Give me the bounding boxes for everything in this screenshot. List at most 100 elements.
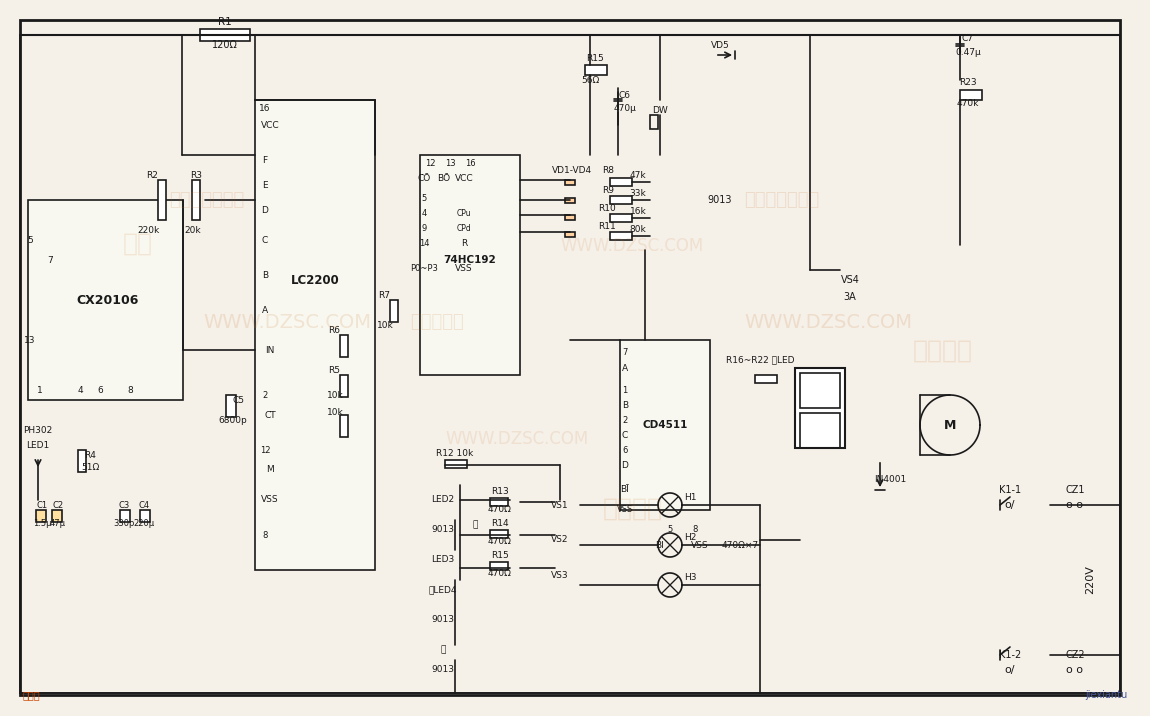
Text: B̄Ī: B̄Ī xyxy=(621,485,629,495)
Text: H2: H2 xyxy=(684,533,696,541)
Text: BI: BI xyxy=(656,541,665,549)
Text: LC2200: LC2200 xyxy=(291,274,339,286)
Bar xyxy=(565,232,575,237)
Text: 80k: 80k xyxy=(629,225,646,233)
Text: 120Ω: 120Ω xyxy=(212,40,238,50)
Text: 1: 1 xyxy=(622,385,628,395)
Text: CT: CT xyxy=(264,410,276,420)
Text: C2: C2 xyxy=(53,500,63,510)
Text: LED2: LED2 xyxy=(431,495,454,505)
Text: D: D xyxy=(261,205,268,215)
Text: A: A xyxy=(622,364,628,372)
Text: 220V: 220V xyxy=(1084,566,1095,594)
Text: 13: 13 xyxy=(24,336,36,344)
Bar xyxy=(565,215,575,220)
Bar xyxy=(800,373,840,408)
Text: 1.5μ: 1.5μ xyxy=(32,520,52,528)
Text: 16: 16 xyxy=(259,104,270,112)
Bar xyxy=(800,413,840,448)
Text: o/: o/ xyxy=(1005,665,1015,675)
Text: R: R xyxy=(461,238,467,248)
Text: R13: R13 xyxy=(491,486,508,495)
Text: DW: DW xyxy=(652,105,668,115)
Text: IN4001: IN4001 xyxy=(874,475,906,485)
Text: VS2: VS2 xyxy=(551,536,569,544)
Text: 47μ: 47μ xyxy=(49,520,66,528)
Text: jiexiantu: jiexiantu xyxy=(1084,690,1127,700)
Text: VS1: VS1 xyxy=(551,500,569,510)
Text: 0.47μ: 0.47μ xyxy=(956,47,981,57)
Text: R15: R15 xyxy=(491,551,508,559)
Bar xyxy=(490,562,508,570)
Text: LED3: LED3 xyxy=(431,556,454,564)
Bar xyxy=(795,368,845,448)
Bar xyxy=(610,232,632,240)
Text: 3A: 3A xyxy=(844,292,857,302)
Bar xyxy=(158,180,166,220)
Text: 10k: 10k xyxy=(327,407,344,417)
Text: 维库电子: 维库电子 xyxy=(603,496,662,521)
Text: 9013: 9013 xyxy=(431,665,454,674)
Text: R11: R11 xyxy=(598,221,616,231)
Text: R15: R15 xyxy=(586,54,604,62)
Text: CZ1: CZ1 xyxy=(1065,485,1084,495)
Text: VD1-VD4: VD1-VD4 xyxy=(552,165,592,175)
Bar xyxy=(565,180,575,185)
Text: 56Ω: 56Ω xyxy=(581,75,599,84)
Text: 8: 8 xyxy=(128,385,133,395)
Text: 8: 8 xyxy=(262,531,268,539)
Bar xyxy=(192,180,200,220)
Text: 维库电子: 维库电子 xyxy=(913,339,973,363)
Text: 16k: 16k xyxy=(629,206,646,216)
Text: 6: 6 xyxy=(97,385,102,395)
Text: 维库: 维库 xyxy=(123,231,153,256)
Text: VCC: VCC xyxy=(261,120,279,130)
Text: C5: C5 xyxy=(232,395,244,405)
Text: VSS: VSS xyxy=(455,263,473,273)
Text: R7: R7 xyxy=(378,291,390,299)
Text: 47k: 47k xyxy=(630,170,646,180)
Bar xyxy=(36,510,46,522)
Bar xyxy=(565,198,575,203)
Text: VD5: VD5 xyxy=(711,41,729,49)
Text: C3: C3 xyxy=(118,500,130,510)
Text: B: B xyxy=(262,271,268,279)
Text: 5: 5 xyxy=(421,193,427,203)
Text: 红: 红 xyxy=(473,521,477,530)
Text: 2: 2 xyxy=(262,390,268,400)
Text: M: M xyxy=(944,418,956,432)
Bar xyxy=(756,375,777,383)
Text: o o: o o xyxy=(1066,500,1083,510)
Text: 9: 9 xyxy=(421,223,427,233)
Text: 1: 1 xyxy=(37,385,43,395)
Text: C6: C6 xyxy=(619,90,631,100)
Text: VSS: VSS xyxy=(691,541,708,549)
Text: C1: C1 xyxy=(37,500,47,510)
Text: R3: R3 xyxy=(190,170,202,180)
Text: F: F xyxy=(262,155,268,165)
Bar xyxy=(28,200,183,400)
Bar xyxy=(340,415,348,437)
Bar xyxy=(445,460,467,468)
Text: o/: o/ xyxy=(1005,500,1015,510)
Text: R23: R23 xyxy=(959,77,976,87)
Text: R16~R22 红LED: R16~R22 红LED xyxy=(726,356,795,364)
Bar xyxy=(585,65,607,75)
Text: R2: R2 xyxy=(146,170,158,180)
Text: R12 10k: R12 10k xyxy=(436,448,474,458)
Text: 74HC192: 74HC192 xyxy=(444,255,497,265)
Text: WWW.DZSC.COM: WWW.DZSC.COM xyxy=(446,430,589,448)
Bar xyxy=(78,450,86,472)
Text: WWW.DZSC.COM: WWW.DZSC.COM xyxy=(561,236,704,255)
Text: 9013: 9013 xyxy=(431,526,454,535)
Text: 12: 12 xyxy=(424,158,435,168)
Bar xyxy=(610,178,632,186)
Text: LED1: LED1 xyxy=(26,440,49,450)
Text: VS3: VS3 xyxy=(551,571,569,579)
Bar xyxy=(960,90,982,100)
Text: 33k: 33k xyxy=(629,188,646,198)
Text: B̄Ō: B̄Ō xyxy=(437,173,451,183)
Text: 220μ: 220μ xyxy=(133,520,154,528)
Text: 470Ω×7: 470Ω×7 xyxy=(721,541,759,549)
Text: R1: R1 xyxy=(218,17,232,27)
